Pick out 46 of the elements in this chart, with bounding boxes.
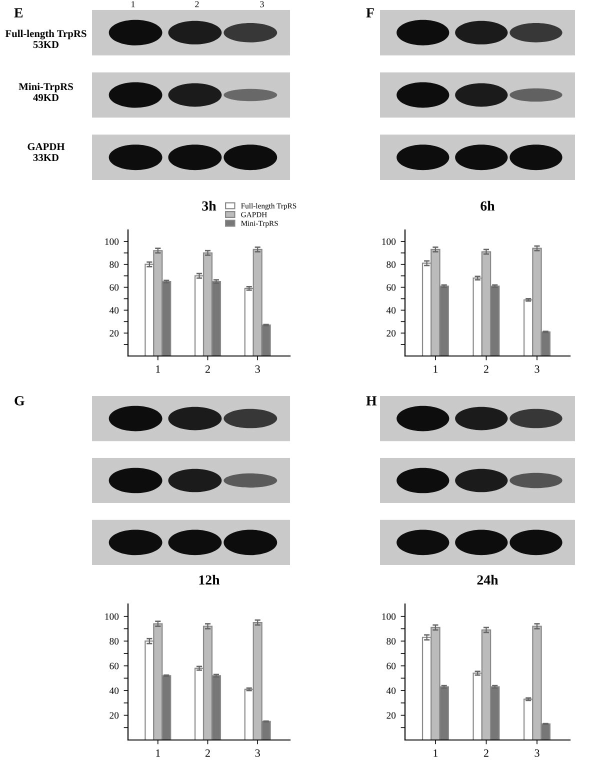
x-tick-label: 1: [156, 365, 160, 373]
y-tick-label: 100: [105, 613, 119, 620]
y-tick-label: 40: [109, 307, 119, 314]
y-tick-label: 100: [382, 238, 396, 245]
y-tick-label: 20: [386, 330, 396, 337]
text: Mini-TrpRS 49KD: [18, 82, 73, 102]
text: 1: [132, 1, 135, 8]
y-tick-label: 40: [109, 687, 119, 694]
y-tick-label: 80: [110, 638, 119, 645]
chart-title: 3h: [202, 200, 216, 211]
text: Full-length TrpRS 53KD: [5, 30, 86, 48]
y-tick-label: 100: [382, 613, 396, 620]
text: H: [366, 396, 377, 406]
x-tick-label: 2: [484, 749, 488, 757]
y-tick-label: 20: [386, 712, 396, 719]
chart-title: 12h: [199, 574, 220, 585]
text: GAPDH 33KD: [28, 143, 65, 162]
text: 2: [195, 1, 199, 8]
text: F: [366, 8, 374, 18]
x-tick-label: 3: [255, 365, 260, 373]
x-tick-label: 1: [434, 749, 438, 757]
text: G: [14, 396, 24, 406]
text: E: [14, 8, 23, 18]
x-tick-label: 1: [156, 749, 160, 757]
y-tick-label: 80: [386, 638, 396, 645]
y-tick-label: 60: [110, 284, 119, 291]
x-tick-label: 1: [434, 365, 438, 373]
y-tick-label: 20: [110, 712, 119, 719]
chart-title: 24h: [477, 574, 498, 585]
y-tick-label: 40: [386, 687, 396, 694]
y-tick-label: 40: [386, 307, 396, 314]
x-tick-label: 3: [534, 365, 540, 373]
x-tick-label: 2: [484, 365, 488, 373]
x-tick-label: 2: [205, 749, 210, 757]
x-tick-label: 3: [255, 749, 260, 757]
y-tick-label: 60: [110, 662, 119, 670]
y-tick-label: 100: [105, 238, 119, 245]
y-tick-label: 80: [386, 261, 396, 268]
y-tick-label: 60: [386, 662, 396, 670]
chart-title: 6h: [480, 200, 495, 211]
y-tick-label: 80: [110, 261, 119, 268]
text: 3: [260, 1, 264, 8]
x-tick-label: 3: [534, 749, 540, 757]
x-tick-label: 2: [205, 365, 210, 373]
y-tick-label: 60: [386, 284, 396, 291]
y-tick-label: 20: [110, 330, 119, 337]
